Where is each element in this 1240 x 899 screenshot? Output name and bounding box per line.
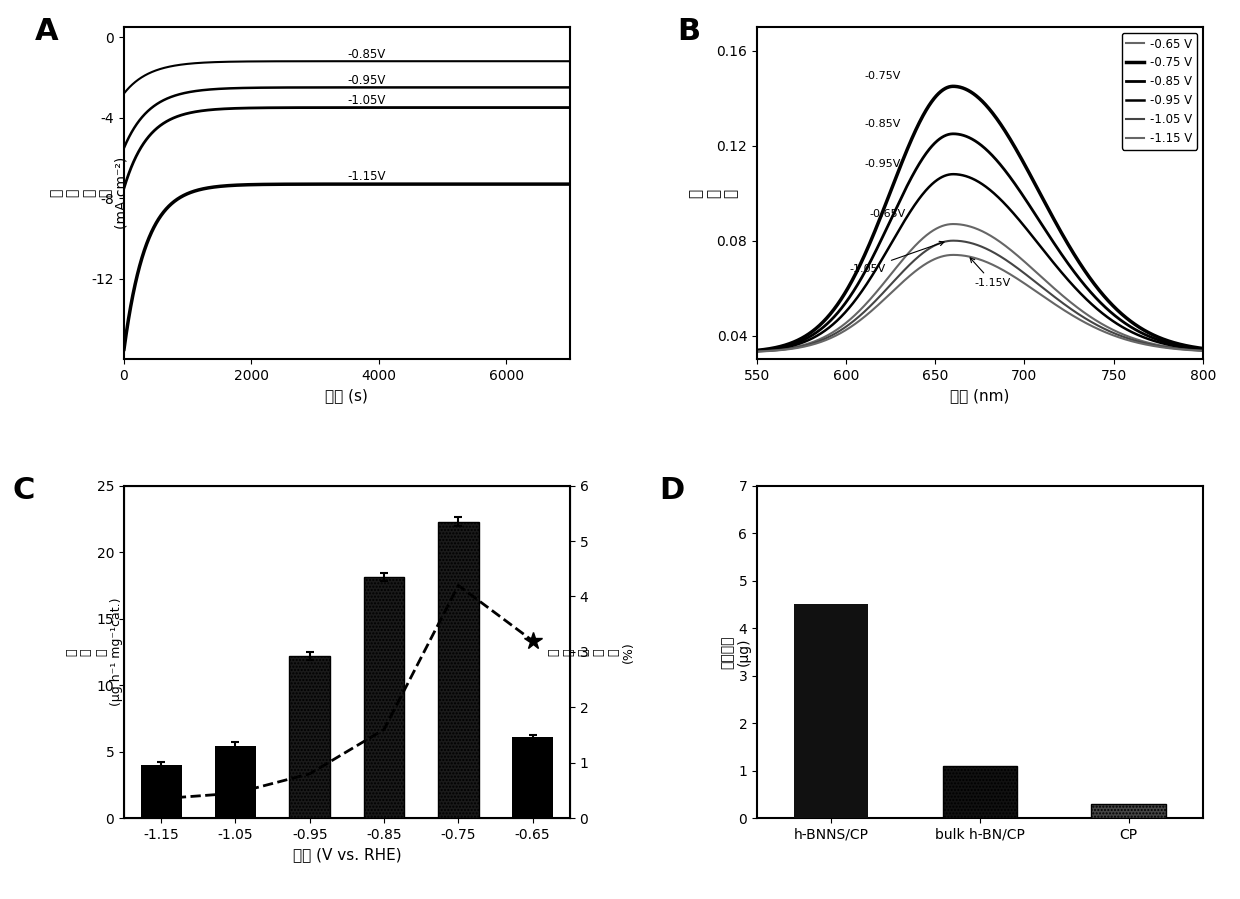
Text: D: D: [658, 476, 684, 504]
Text: -1.05V: -1.05V: [849, 241, 944, 273]
Bar: [215, 746, 255, 818]
Text: -0.95V: -0.95V: [347, 74, 386, 87]
Legend: -0.65 V, -0.75 V, -0.85 V, -0.95 V, -1.05 V, -1.15 V: -0.65 V, -0.75 V, -0.85 V, -0.95 V, -1.0…: [1122, 33, 1197, 150]
Text: -0.85V: -0.85V: [864, 119, 900, 129]
Text: C: C: [12, 476, 35, 504]
Bar: [438, 521, 479, 818]
Text: -1.05V: -1.05V: [347, 93, 386, 107]
X-axis label: 时间 (s): 时间 (s): [325, 388, 368, 404]
Bar: [942, 766, 1017, 818]
Y-axis label: 电
流
密
度
(mA cm⁻²): 电 流 密 度 (mA cm⁻²): [50, 157, 129, 229]
Bar: [289, 656, 330, 818]
Text: -0.95V: -0.95V: [864, 159, 900, 169]
Y-axis label: 吸
光
度: 吸 光 度: [688, 189, 739, 198]
X-axis label: 波长 (nm): 波长 (nm): [950, 388, 1009, 404]
X-axis label: 电位 (V vs. RHE): 电位 (V vs. RHE): [293, 848, 402, 862]
Text: -0.75V: -0.75V: [864, 71, 900, 81]
Bar: [512, 737, 553, 818]
Text: A: A: [35, 17, 58, 46]
Y-axis label: 法
拉
第
效
率
(%): 法 拉 第 效 率 (%): [547, 641, 635, 663]
Text: -1.15V: -1.15V: [970, 258, 1011, 288]
Y-axis label: 氨气质量
(μg): 氨气质量 (μg): [720, 635, 750, 669]
Text: B: B: [677, 17, 699, 46]
Y-axis label: 氨
速
率
(μg h⁻¹ mg⁻¹cat.): 氨 速 率 (μg h⁻¹ mg⁻¹cat.): [64, 598, 123, 706]
Bar: [363, 577, 404, 818]
Text: -0.85V: -0.85V: [347, 48, 386, 60]
Bar: [140, 765, 181, 818]
Bar: [794, 604, 868, 818]
Text: -0.65V: -0.65V: [869, 209, 905, 219]
Bar: [1091, 804, 1166, 818]
Text: -1.15V: -1.15V: [347, 171, 386, 183]
